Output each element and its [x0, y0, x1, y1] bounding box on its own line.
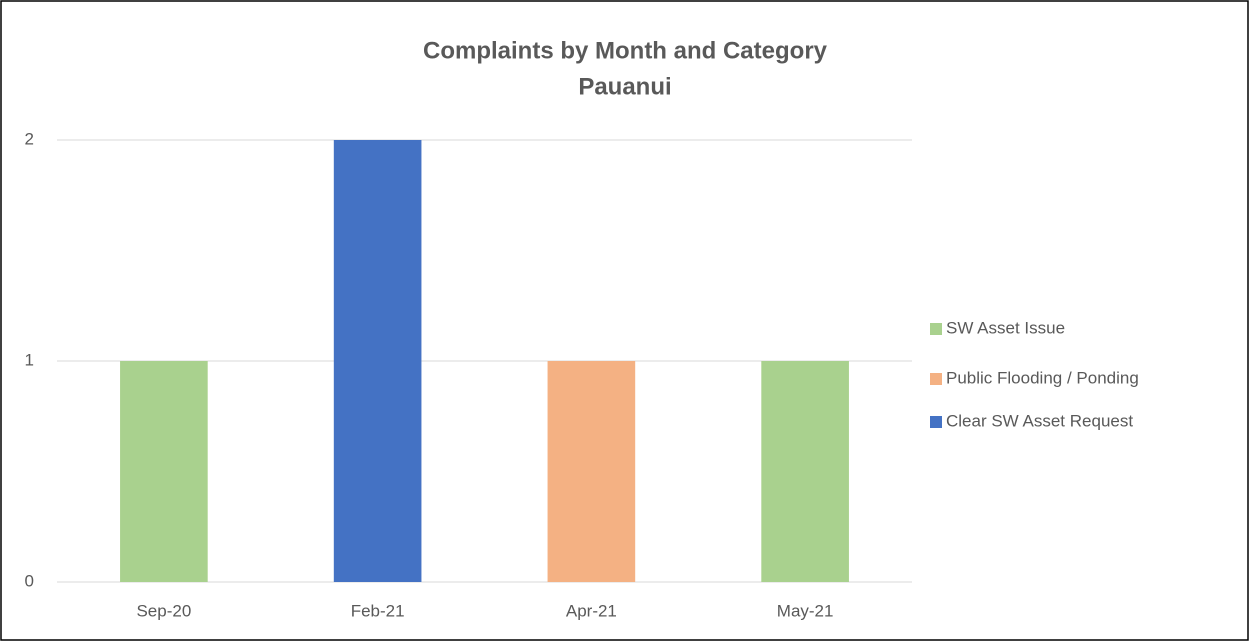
legend-label: Public Flooding / Ponding	[946, 368, 1139, 387]
bar-segment	[120, 361, 208, 582]
bar-segment	[547, 361, 636, 582]
legend-swatch	[930, 323, 942, 335]
bar-segment	[761, 361, 849, 582]
y-tick-label: 2	[25, 129, 34, 148]
legend-label: SW Asset Issue	[946, 318, 1065, 337]
bar-segment	[333, 140, 422, 582]
x-tick-label: Feb-21	[351, 601, 405, 620]
x-tick-label: Sep-20	[136, 601, 191, 620]
y-tick-label: 1	[25, 350, 34, 369]
legend-swatch	[930, 416, 942, 428]
y-tick-label: 0	[25, 571, 34, 590]
legend-swatch	[930, 373, 942, 385]
x-tick-label: Apr-21	[566, 601, 617, 620]
chart-subtitle: Pauanui	[578, 73, 671, 100]
x-tick-label: May-21	[777, 601, 834, 620]
legend-label: Clear SW Asset Request	[946, 411, 1133, 430]
chart-title: Complaints by Month and Category	[423, 37, 828, 64]
